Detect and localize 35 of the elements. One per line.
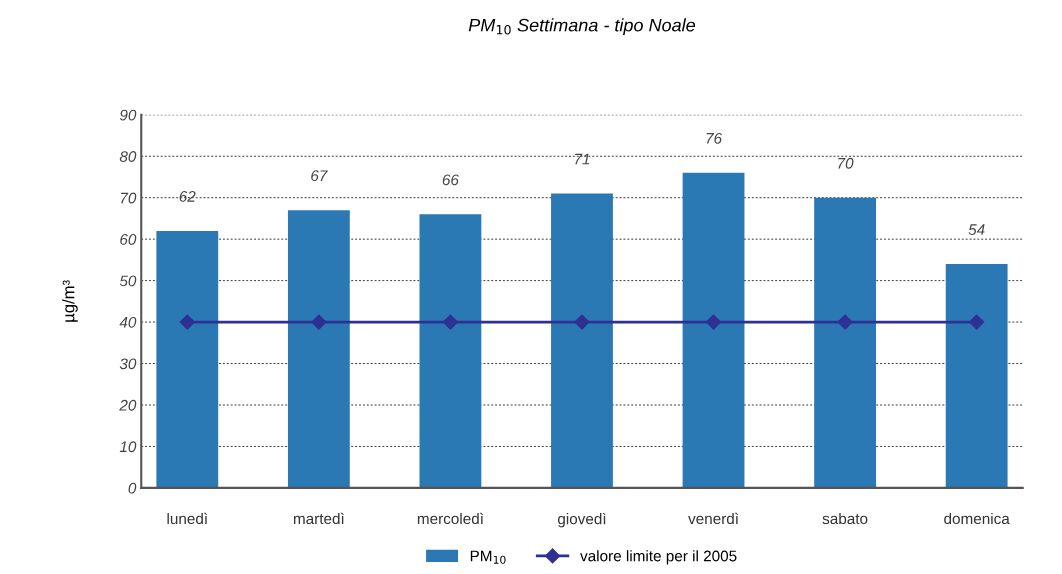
x-tick-label: lunedì [167, 512, 208, 525]
data-label: 67 [311, 170, 328, 182]
chart-title: PM$_{10}$ Settimana - tipo Noale [468, 18, 696, 36]
y-tick-label: 10 [119, 441, 137, 453]
data-label: 54 [968, 224, 985, 235]
y-tick-label: 80 [119, 151, 137, 162]
data-label: 71 [575, 153, 590, 165]
y-tick-label: 40 [119, 316, 137, 328]
bar [287, 210, 350, 488]
y-tick-label: 50 [119, 275, 137, 287]
y-tick-label: 60 [120, 234, 137, 245]
legend-label: PM$_{10}$ [470, 550, 506, 564]
x-tick-label: domenica [944, 512, 1010, 525]
bar [419, 214, 482, 488]
y-tick-label: 90 [119, 109, 137, 121]
bar [156, 230, 219, 488]
legend-label: valore limite per il 2005 [580, 550, 737, 565]
bar [814, 197, 877, 488]
x-tick-label: giovedì [557, 512, 606, 528]
bar [945, 264, 1008, 488]
y-axis-title: µg/m³ [62, 280, 78, 322]
data-label: 70 [838, 157, 854, 169]
bar [551, 193, 613, 488]
data-label: 66 [442, 174, 459, 186]
y-tick-label: 70 [120, 192, 137, 204]
bar [682, 172, 745, 488]
y-tick-label: 20 [119, 399, 137, 411]
x-tick-label: venerdì [688, 512, 739, 525]
x-tick-label: martedì [293, 512, 344, 525]
x-tick-label: sabato [822, 512, 868, 525]
data-label: 62 [179, 190, 196, 202]
x-tick-label: mercoledì [417, 512, 483, 525]
data-label: 76 [706, 132, 723, 144]
y-tick-label: 30 [119, 358, 137, 370]
y-tick-label: 0 [128, 482, 137, 494]
